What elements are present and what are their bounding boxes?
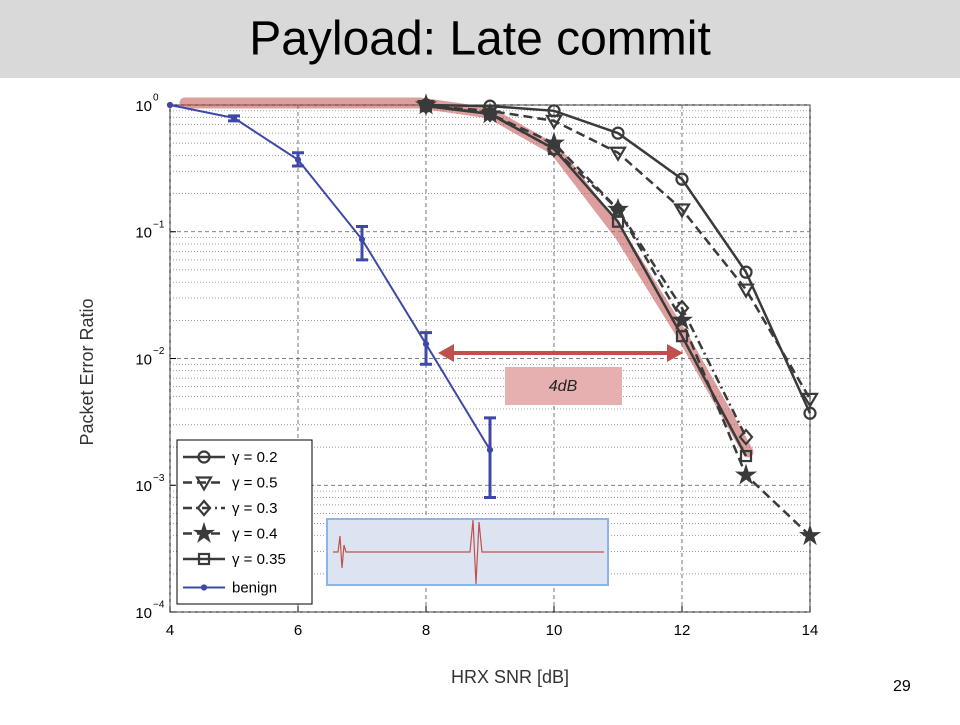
marker	[419, 100, 433, 113]
y-tick-exponent: 0	[153, 93, 159, 104]
marker	[739, 449, 753, 463]
marker	[609, 146, 627, 162]
marker	[483, 107, 497, 121]
marker	[166, 101, 174, 109]
marker	[737, 283, 755, 299]
x-tick-label: 10	[546, 622, 563, 639]
x-axis-label: HRX SNR [dB]	[451, 667, 569, 687]
x-tick-label: 14	[802, 622, 819, 639]
marker	[798, 524, 822, 546]
legend-label: γ = 0.3	[232, 500, 277, 517]
y-tick-label: 10	[135, 225, 152, 242]
marker	[801, 392, 819, 409]
marker	[196, 499, 212, 517]
error-bar	[356, 225, 368, 262]
legend-label: γ = 0.4	[232, 525, 277, 542]
y-tick-exponent: −3	[153, 473, 165, 484]
y-tick-exponent: −2	[153, 346, 165, 357]
marker	[230, 114, 238, 122]
marker	[545, 114, 563, 131]
y-tick-exponent: −1	[153, 219, 165, 230]
marker	[200, 584, 208, 591]
waveform	[333, 519, 604, 585]
annotation: 4dB	[549, 378, 578, 395]
arrow-head	[667, 344, 683, 362]
legend-label: γ = 0.5	[232, 474, 277, 491]
y-tick-label: 10	[135, 605, 152, 622]
page-number: 29	[893, 678, 911, 695]
marker	[294, 156, 302, 163]
x-tick-label: 12	[674, 622, 691, 639]
y-tick-exponent: −4	[153, 600, 165, 611]
arrow	[438, 344, 683, 362]
marker	[358, 236, 366, 243]
arrow-head	[438, 344, 454, 362]
legend-label: γ = 0.2	[232, 449, 277, 466]
marker	[611, 126, 625, 140]
marker	[422, 340, 430, 348]
header-band	[0, 0, 960, 78]
marker	[675, 330, 689, 343]
marker	[543, 131, 565, 153]
marker	[673, 203, 691, 219]
x-tick-label: 4	[166, 622, 174, 639]
marker	[547, 142, 561, 156]
marker	[739, 265, 753, 279]
y-tick-label: 10	[135, 351, 152, 368]
marker	[738, 428, 754, 446]
legend	[176, 439, 313, 605]
y-axis-label: Packet Error Ratio	[77, 298, 97, 445]
legend-label: benign	[232, 579, 277, 596]
marker	[197, 552, 211, 566]
inset	[326, 518, 609, 586]
marker	[611, 215, 625, 228]
x-tick-label: 8	[422, 622, 430, 639]
marker	[734, 463, 758, 485]
marker	[675, 172, 689, 186]
x-tick-label: 6	[294, 622, 302, 639]
y-tick-label: 10	[135, 478, 152, 495]
marker	[671, 308, 693, 330]
marker	[197, 450, 211, 464]
slide-title: Payload: Late commit	[249, 13, 711, 66]
annotation-box	[505, 367, 622, 405]
error-bar	[484, 416, 496, 500]
marker	[192, 521, 216, 543]
legend-label: γ = 0.35	[232, 551, 286, 568]
error-bar	[420, 331, 432, 366]
series-line	[169, 104, 491, 451]
marker	[195, 476, 213, 492]
series-line	[425, 104, 748, 457]
y-tick-label: 10	[135, 98, 152, 115]
marker	[486, 446, 494, 454]
marker	[607, 197, 629, 219]
series-line	[425, 103, 748, 438]
